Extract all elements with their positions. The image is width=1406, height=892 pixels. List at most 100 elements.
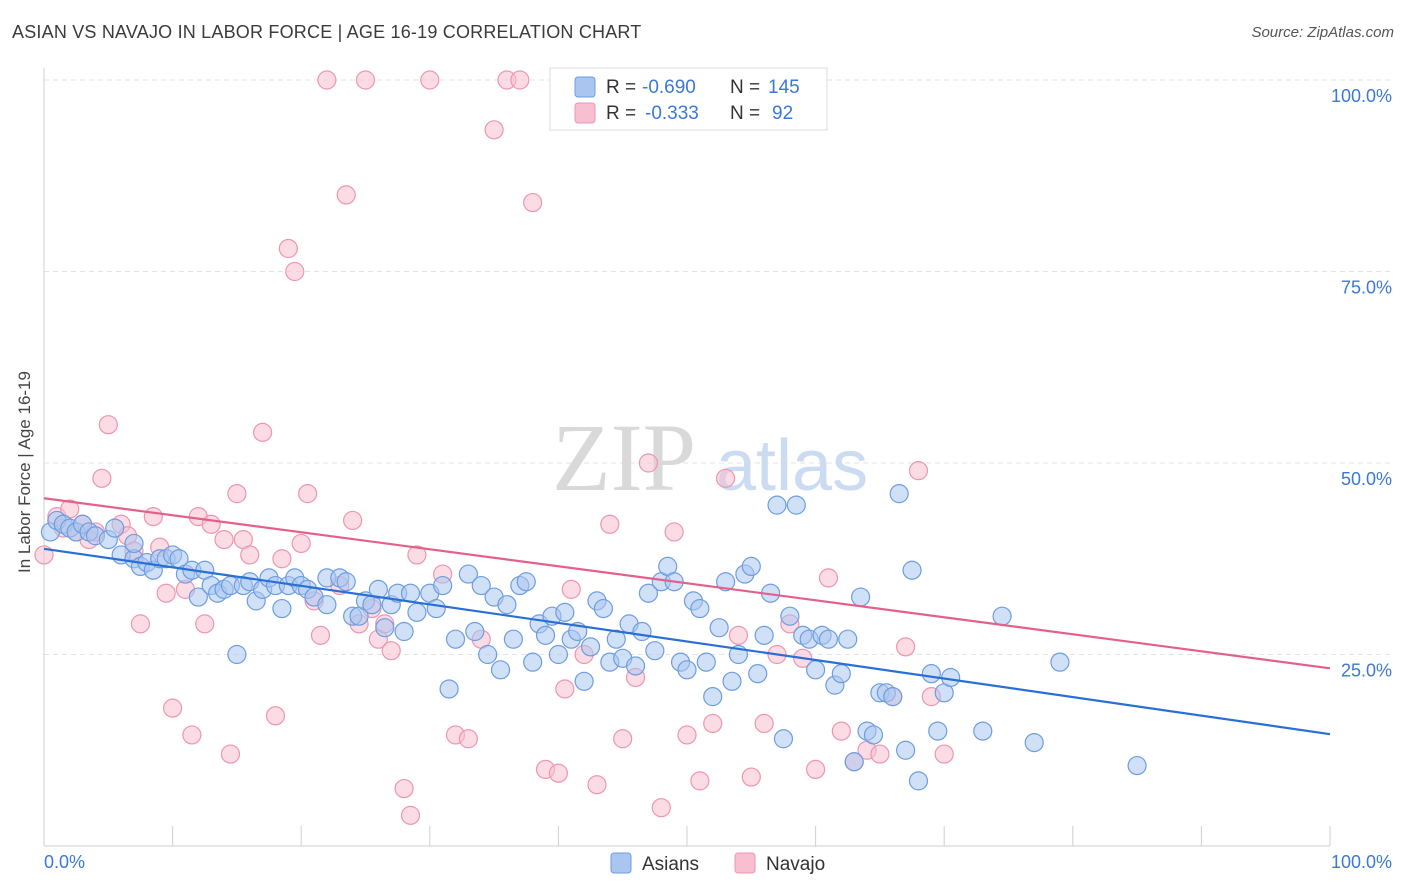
x-tick-label-max: 100.0%: [1331, 852, 1392, 872]
navajo-point: [908, 461, 929, 481]
navajo-r-label: R =: [606, 103, 636, 124]
asian-point: [908, 771, 929, 791]
asian-point: [889, 484, 909, 504]
asian-point: [445, 629, 466, 649]
legend-navajo-swatch: [734, 852, 756, 874]
navajo-point: [587, 775, 607, 795]
asian-point: [638, 583, 659, 603]
asian-point: [535, 625, 556, 645]
asian-point: [921, 664, 941, 684]
navajo-point: [214, 529, 234, 550]
asian-point: [478, 644, 498, 665]
y-tick-label: 100.0%: [1331, 86, 1392, 106]
asian-point: [1050, 652, 1070, 672]
asian-point: [805, 660, 826, 680]
navajo-point: [870, 744, 890, 764]
asian-point: [471, 575, 491, 596]
asian-point: [896, 740, 916, 760]
asian-n-value: 145: [768, 77, 800, 98]
navajo-point: [310, 625, 331, 645]
navajo-point: [677, 725, 697, 745]
navajo-point: [298, 484, 318, 504]
asian-r-label: R =: [606, 77, 636, 98]
navajo-point: [458, 729, 478, 749]
asian-point: [548, 644, 569, 665]
asian-point: [490, 660, 511, 680]
asian-point: [400, 583, 421, 603]
asian-point: [992, 606, 1012, 626]
navajo-point: [201, 514, 221, 534]
navajo-point: [703, 713, 723, 734]
asian-point: [1024, 732, 1044, 753]
navajo-point: [285, 261, 305, 282]
asian-point: [105, 518, 125, 538]
navajo-point: [523, 192, 543, 213]
navajo-point: [227, 484, 247, 504]
asian-point: [902, 560, 922, 580]
navajo-point: [484, 120, 504, 140]
asian-point: [645, 641, 665, 661]
navajo-point: [156, 583, 176, 603]
asian-swatch: [574, 76, 596, 98]
navajo-point: [265, 706, 286, 726]
navajo-point: [651, 798, 671, 818]
chart-title: ASIAN VS NAVAJO IN LABOR FORCE | AGE 16-…: [12, 22, 642, 42]
asian-point: [818, 629, 839, 649]
navajo-point: [394, 778, 414, 799]
asian-point: [767, 495, 787, 515]
gridlines: [44, 79, 1392, 655]
asian-point: [439, 679, 459, 699]
navajo-point: [253, 422, 273, 442]
series-legend: Asians Navajo: [610, 852, 825, 875]
navajo-point: [130, 614, 151, 634]
asian-r-value: -0.690: [642, 77, 696, 98]
asian-point: [555, 602, 575, 622]
watermark-zip: ZIP: [552, 404, 696, 511]
y-tick-label: 75.0%: [1341, 278, 1392, 298]
navajo-point: [638, 453, 659, 473]
asian-point: [677, 660, 697, 680]
asian-point: [574, 671, 594, 691]
asian-point: [368, 579, 388, 599]
asian-point: [227, 644, 247, 665]
asian-point: [272, 598, 292, 619]
navajo-n-label: N =: [730, 103, 760, 124]
asian-point: [786, 495, 806, 515]
navajo-point: [291, 533, 311, 554]
navajo-point: [92, 468, 112, 488]
asian-point: [188, 587, 208, 607]
navajo-point: [182, 725, 202, 745]
asian-point: [465, 621, 485, 642]
asian-point: [516, 572, 536, 592]
asian-point: [426, 598, 446, 619]
y-tick-label: 50.0%: [1341, 469, 1392, 489]
asian-point: [709, 618, 729, 638]
asian-point: [458, 564, 478, 584]
asian-point: [433, 575, 453, 596]
asian-point: [580, 637, 601, 657]
asian-trend-line: [43, 547, 1331, 736]
asian-n-label: N =: [730, 77, 760, 98]
asian-point: [703, 687, 723, 707]
asian-point: [317, 595, 337, 615]
navajo-point: [600, 514, 620, 534]
navajo-point: [715, 468, 736, 488]
navajo-swatch: [574, 102, 596, 124]
watermark-atlas: atlas: [716, 426, 868, 506]
navajo-point: [343, 510, 363, 531]
navajo-point: [355, 70, 376, 90]
asian-point: [690, 598, 710, 619]
asian-point: [497, 595, 517, 615]
asian-point: [696, 652, 716, 672]
navajo-point: [934, 744, 954, 764]
asian-point: [773, 729, 794, 749]
asian-point: [407, 602, 427, 622]
asian-point: [124, 533, 144, 554]
navajo-point: [407, 545, 427, 565]
asian-point: [741, 556, 761, 577]
navajo-point: [741, 767, 761, 787]
stats-legend: R = -0.690 N = 145 R = -0.333 N = 92: [549, 67, 828, 131]
navajo-point: [664, 522, 684, 542]
navajo-point: [555, 679, 575, 699]
